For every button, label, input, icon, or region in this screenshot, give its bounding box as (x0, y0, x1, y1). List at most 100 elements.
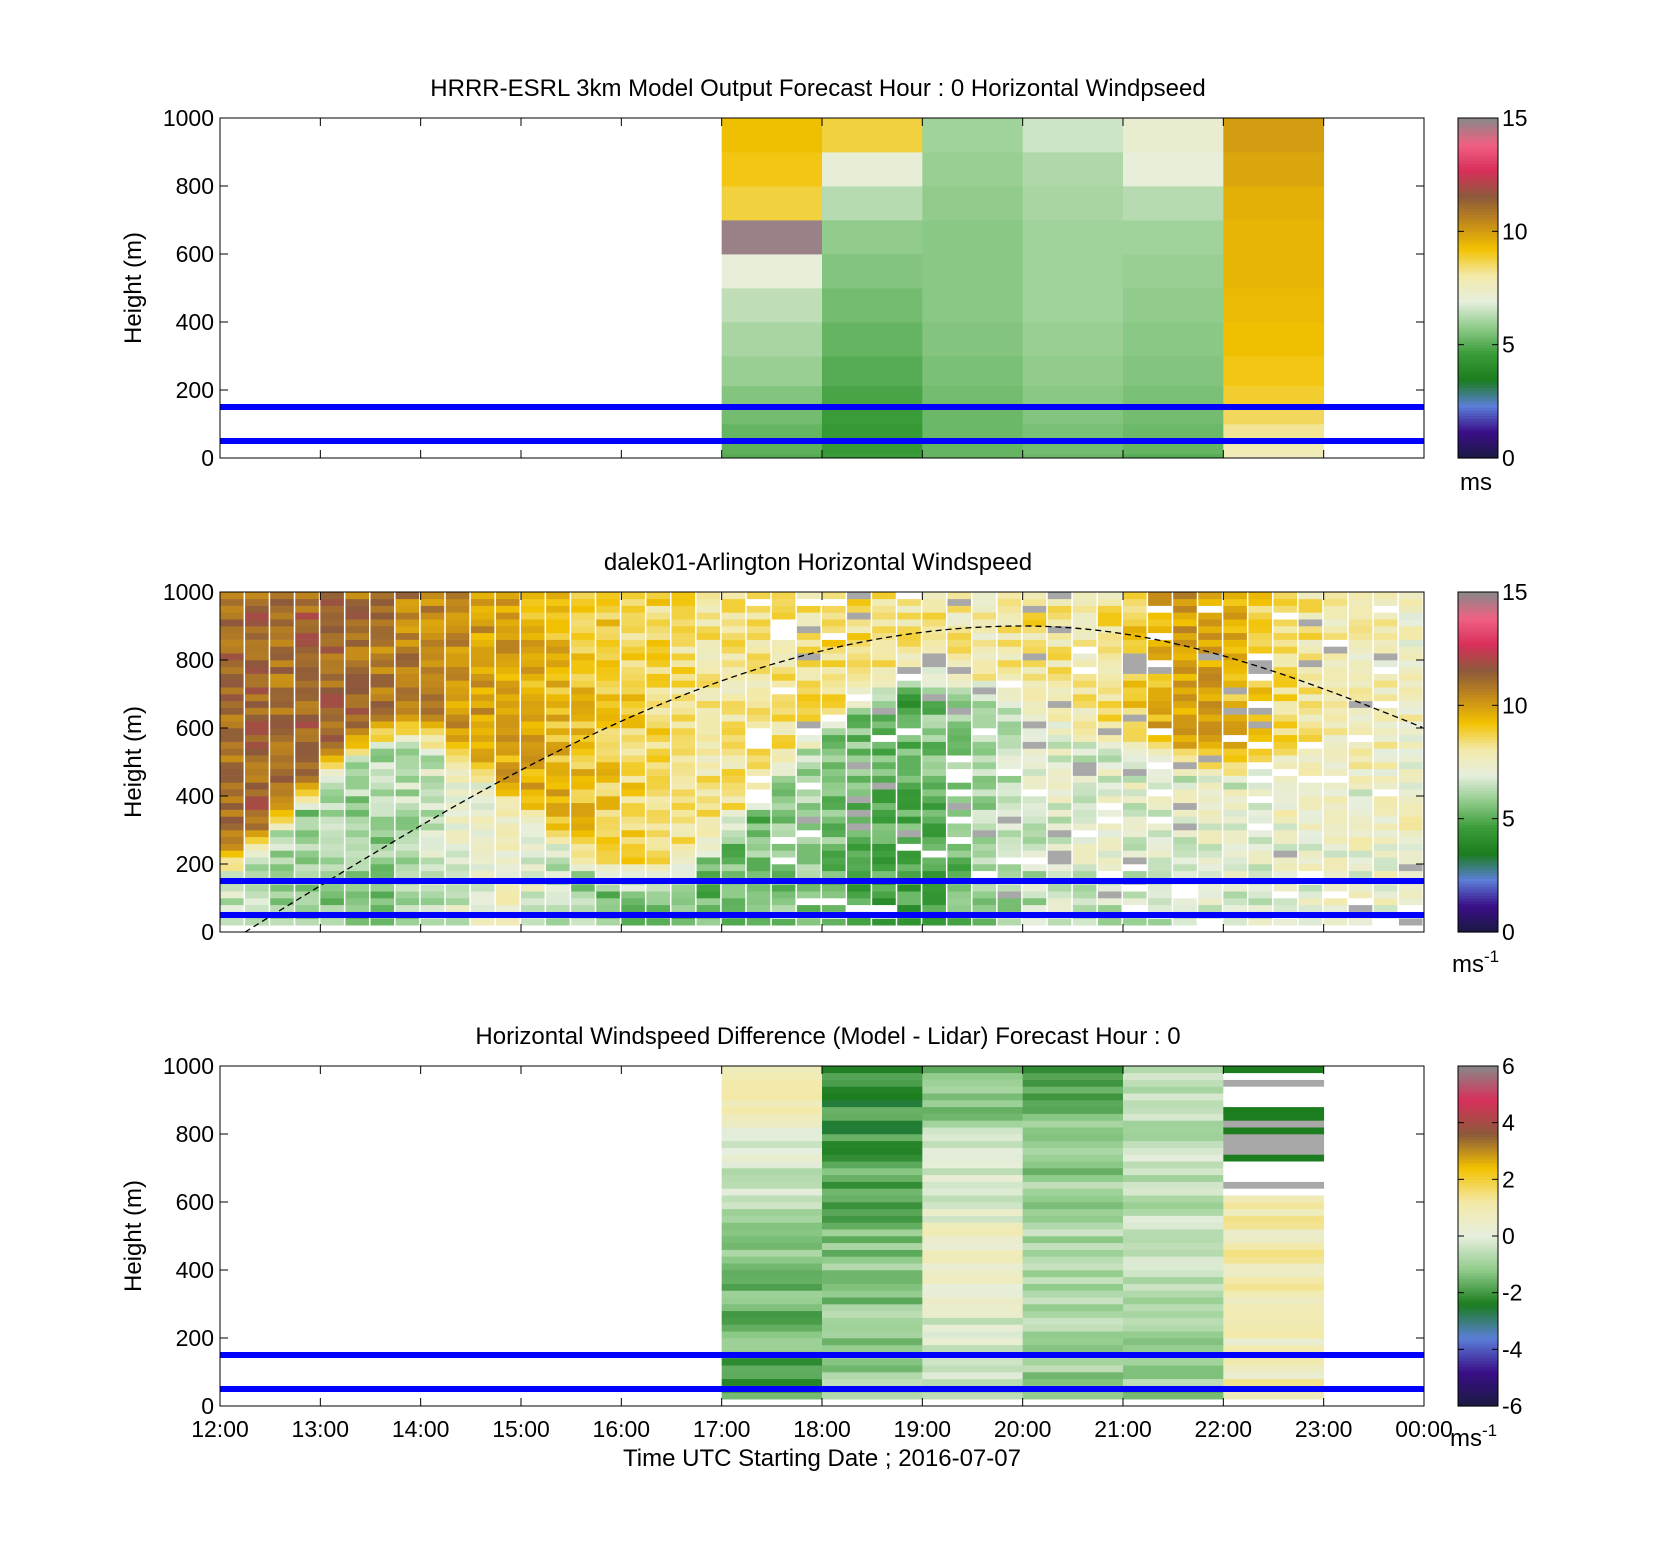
heatmap-cell (1298, 728, 1323, 736)
heatmap-cell (621, 836, 645, 844)
colorbar-segment (1458, 1136, 1498, 1141)
heatmap-cell (1072, 612, 1097, 620)
heatmap-cell (621, 619, 645, 627)
heatmap-cell (997, 843, 1022, 851)
colorbar-segment (1458, 390, 1498, 394)
colorbar-tick-label: -6 (1502, 1393, 1522, 1419)
heatmap-cell (1022, 1378, 1124, 1386)
heatmap-cell (746, 904, 771, 912)
heatmap-cell (721, 700, 746, 708)
heatmap-cell (596, 639, 620, 647)
colorbar-segment (1458, 254, 1498, 258)
heatmap-cell (947, 809, 971, 817)
colorbar-segment (1458, 784, 1498, 789)
heatmap-cell (696, 741, 721, 749)
heatmap-cell (345, 823, 369, 831)
heatmap-cell (822, 1174, 923, 1182)
heatmap-cell (1248, 605, 1272, 613)
heatmap-cell (972, 707, 997, 715)
colorbar-segment (1458, 435, 1498, 439)
heatmap-cell (922, 782, 946, 790)
heatmap-cell (822, 707, 846, 715)
heatmap-cell (270, 734, 294, 742)
heatmap-cell (922, 1093, 1024, 1101)
heatmap-cell (596, 673, 620, 681)
heatmap-cell (646, 836, 670, 844)
colorbar-segment (1458, 810, 1498, 814)
heatmap-cell (822, 1317, 923, 1325)
heatmap-cell (721, 1242, 823, 1250)
heatmap-cell (721, 836, 746, 844)
heatmap-cell (1022, 1358, 1124, 1366)
heatmap-cell (245, 789, 269, 797)
heatmap-cell (947, 734, 971, 742)
colorbar-segment (1458, 1306, 1498, 1311)
heatmap-cell (1198, 707, 1222, 715)
heatmap-cell (721, 1140, 823, 1148)
heatmap-cell (972, 680, 997, 688)
heatmap-cell (596, 694, 620, 702)
colorbar-segment (1458, 719, 1498, 723)
heatmap-cell (1072, 891, 1097, 899)
heatmap-cell (696, 857, 721, 865)
colorbar-segment (1458, 231, 1498, 235)
heatmap-cell (395, 660, 420, 668)
heatmap-cell (847, 741, 871, 749)
heatmap-cell (1022, 1310, 1124, 1318)
heatmap-cell (1198, 796, 1222, 804)
heatmap-cell (872, 850, 896, 858)
heatmap-cell (847, 864, 871, 872)
heatmap-cell (621, 728, 645, 736)
heatmap-cell (947, 707, 971, 715)
heatmap-cell (245, 700, 269, 708)
heatmap-cell (395, 789, 420, 797)
heatmap-cell (220, 707, 244, 715)
colorbar-segment (1458, 375, 1498, 380)
heatmap-cell (495, 891, 520, 899)
heatmap-cell (696, 728, 721, 736)
panel-model-ylabel: Height (m) (120, 232, 147, 344)
heatmap-cell (1248, 721, 1272, 729)
heatmap-cell (1072, 802, 1097, 810)
heatmap-cell (847, 830, 871, 838)
heatmap-cell (571, 809, 595, 817)
heatmap-cell (445, 612, 470, 620)
heatmap-cell (1123, 1324, 1224, 1332)
heatmap-cell (1248, 898, 1272, 906)
colorbar-segment (1458, 140, 1498, 145)
colorbar-segment (1458, 288, 1498, 292)
heatmap-cell (1223, 898, 1247, 906)
heatmap-cell (320, 694, 344, 702)
colorbar-segment (1458, 1102, 1498, 1107)
heatmap-cell (922, 823, 946, 831)
colorbar-segment (1458, 1221, 1498, 1226)
colorbar-segment (1458, 679, 1498, 684)
colorbar-segment (1458, 268, 1498, 272)
heatmap-cell (771, 707, 796, 715)
heatmap-cell (721, 1365, 823, 1373)
heatmap-cell (295, 768, 319, 776)
heatmap-cell (1072, 619, 1097, 627)
x-tick-label: 19:00 (894, 1416, 952, 1442)
heatmap-cell (370, 870, 395, 878)
colorbar-segment (1458, 426, 1498, 431)
heatmap-cell (1323, 748, 1348, 756)
colorbar-segment (1458, 838, 1498, 842)
heatmap-cell (320, 619, 344, 627)
panel-difference-heatmap (721, 1066, 1325, 1400)
heatmap-cell (1047, 639, 1072, 647)
heatmap-cell (1148, 918, 1172, 926)
heatmap-cell (1022, 1242, 1124, 1250)
heatmap-cell (922, 1222, 1024, 1230)
colorbar-segment (1458, 1343, 1498, 1348)
heatmap-cell (621, 653, 645, 661)
heatmap-cell (1097, 687, 1122, 695)
heatmap-cell (972, 884, 997, 892)
heatmap-cell (721, 619, 746, 627)
heatmap-cell (822, 1297, 923, 1305)
heatmap-cell (721, 1215, 823, 1223)
heatmap-cell (997, 660, 1022, 668)
heatmap-cell (721, 1147, 823, 1155)
heatmap-cell (395, 884, 420, 892)
heatmap-cell (1373, 898, 1398, 906)
